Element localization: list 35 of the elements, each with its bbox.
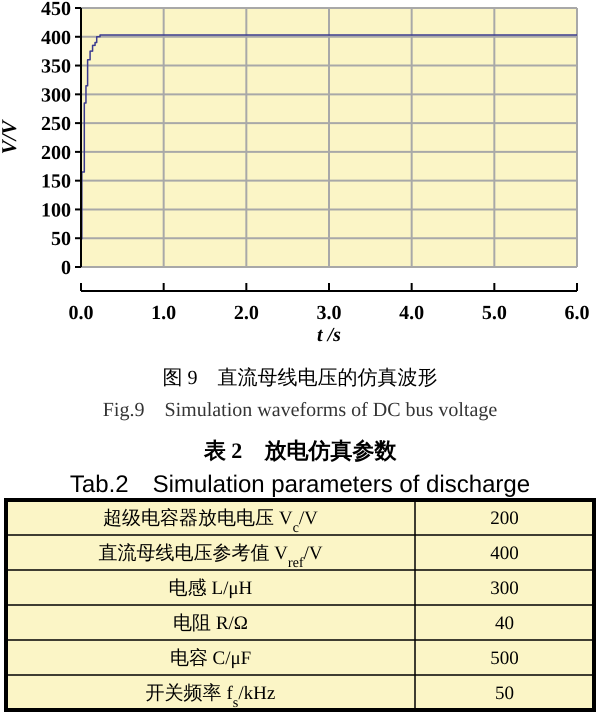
text: 图 9 直流母线电压的仿真波形	[162, 367, 438, 389]
data-label: 200	[490, 508, 519, 530]
category-label: 电容 C/μF	[170, 647, 252, 670]
data-label: 400	[490, 543, 519, 564]
data-label: 50	[495, 683, 514, 704]
x-tick-label: 4.0	[399, 302, 424, 324]
y-tick-label: 250	[41, 113, 71, 136]
y-tick-label: 200	[41, 142, 71, 164]
y-tick-label: 100	[41, 199, 71, 222]
category-label: 超级电容器放电电压 V$_{c}$/V	[103, 507, 318, 536]
y-tick-label: 400	[41, 26, 71, 49]
text: Fig.9 Simulation waveforms of DC bus voltage	[102, 399, 498, 421]
text: 表 2 放电仿真参数	[202, 438, 398, 463]
y-axis-title: V/V	[0, 118, 21, 154]
x-tick-label: 0.0	[68, 302, 94, 324]
category-label: 直流母线电压参考值 V$_{ref}$/V	[98, 542, 323, 572]
category-label: 电阻 R/Ω	[173, 613, 248, 634]
x-tick-label: 5.0	[482, 302, 507, 324]
y-tick-label: 0	[61, 257, 71, 279]
data-label: 40	[495, 613, 514, 634]
y-tick-label: 450	[41, 0, 71, 20]
y-tick-label: 50	[51, 228, 71, 250]
data-label: 500	[490, 648, 519, 670]
y-tick-label: 350	[41, 56, 71, 78]
x-axis-title: t /s	[317, 324, 342, 346]
y-tick-label: 150	[41, 170, 71, 193]
x-tick-label: 2.0	[234, 302, 259, 324]
category-label: 开关频率 f$_{s}$/kHz	[146, 682, 276, 712]
x-tick-label: 6.0	[564, 302, 590, 324]
x-tick-label: 1.0	[151, 302, 176, 324]
y-tick-label: 300	[41, 84, 71, 106]
category-label: 电感 L/μH	[168, 578, 253, 600]
x-tick-label: 3.0	[316, 302, 342, 324]
data-label: 300	[490, 578, 519, 600]
text: Tab.2 Simulation parameters of discharge	[70, 471, 530, 498]
